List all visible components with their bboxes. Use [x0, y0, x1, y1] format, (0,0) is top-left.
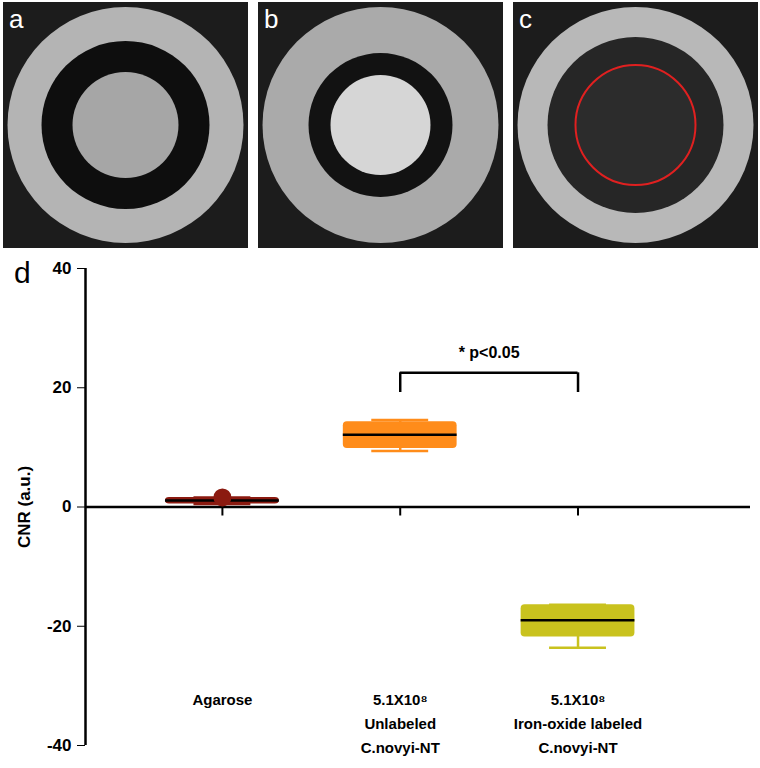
svg-text:* p<0.05: * p<0.05 — [459, 344, 520, 361]
html-text:d: d — [14, 256, 31, 289]
svg-text:0: 0 — [62, 497, 71, 516]
svg-text:20: 20 — [53, 378, 72, 397]
svg-text:CNR (a.u.): CNR (a.u.) — [15, 466, 34, 548]
svg-text:5.1X10⁸Iron-oxide labeledC.nov: 5.1X10⁸Iron-oxide labeledC.novyi-NT — [514, 691, 642, 756]
html-text:c: c — [519, 4, 532, 34]
svg-text:-20: -20 — [47, 617, 72, 636]
svg-text:Agarose: Agarose — [192, 691, 252, 708]
svg-text:-40: -40 — [47, 736, 72, 755]
html-text:a: a — [9, 4, 24, 34]
html-text:b: b — [264, 4, 279, 34]
svg-text:40: 40 — [53, 259, 72, 278]
svg-text:5.1X10⁸UnlabeledC.novyi-NT: 5.1X10⁸UnlabeledC.novyi-NT — [361, 691, 440, 756]
